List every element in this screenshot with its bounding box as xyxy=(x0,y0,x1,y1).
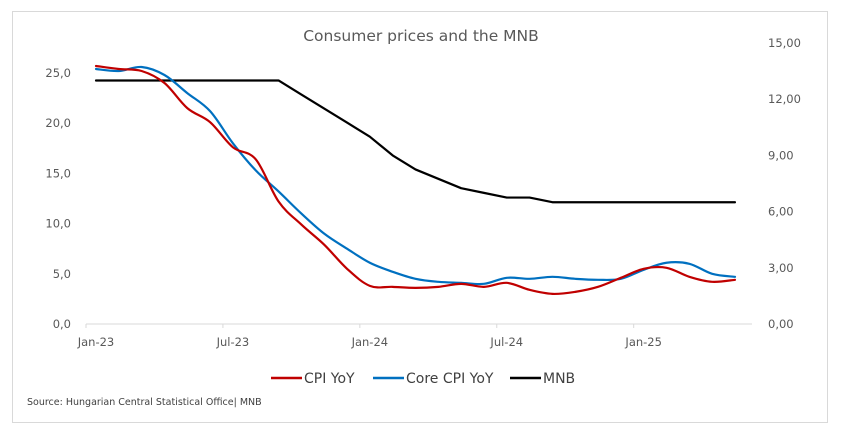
mnb-line xyxy=(94,79,737,204)
y-left-tick-label: 5,0 xyxy=(53,267,71,281)
x-tick-label: Jan-23 xyxy=(77,335,115,349)
y-right-tick-label: 3,00 xyxy=(768,261,794,275)
core-cpi-yoy-line xyxy=(94,65,737,286)
chart-title: Consumer prices and the MNB xyxy=(303,27,539,45)
x-tick-label: Jul-23 xyxy=(216,335,250,349)
axes: Jan-23 Jul-23 Jan-24 Jul-24 Jan-25 0,0 5,0 10,0… xyxy=(45,36,801,349)
x-tick-label: Jan-24 xyxy=(351,335,389,349)
legend-item: Core CPI YoY xyxy=(373,371,494,387)
y-right-tick-label: 15,00 xyxy=(768,36,801,50)
legend-label: Core CPI YoY xyxy=(406,371,494,387)
y-left-tick-label: 10,0 xyxy=(45,217,71,231)
y-left-tick-label: 15,0 xyxy=(45,166,71,180)
legend-label: MNB xyxy=(543,371,575,387)
legend-item: CPI YoY xyxy=(271,371,355,387)
y-right-tick-label: 6,00 xyxy=(768,205,794,219)
y-right-tick-label: 0,00 xyxy=(768,317,794,331)
legend-label: CPI YoY xyxy=(304,371,355,387)
series-lines xyxy=(94,64,737,296)
x-tick-label: Jan-25 xyxy=(624,335,662,349)
legend: CPI YoY Core CPI YoY MNB xyxy=(271,371,575,387)
cpi-yoy-line xyxy=(94,64,737,296)
legend-item: MNB xyxy=(510,371,575,387)
y-left-tick-label: 20,0 xyxy=(45,116,71,130)
y-right-tick-label: 9,00 xyxy=(768,148,794,162)
x-tick-label: Jul-24 xyxy=(489,335,523,349)
y-left-tick-label: 25,0 xyxy=(45,66,71,80)
y-right-tick-label: 12,00 xyxy=(768,92,801,106)
source-note: Source: Hungarian Central Statistical Of… xyxy=(27,397,262,408)
y-left-tick-label: 0,0 xyxy=(53,317,71,331)
